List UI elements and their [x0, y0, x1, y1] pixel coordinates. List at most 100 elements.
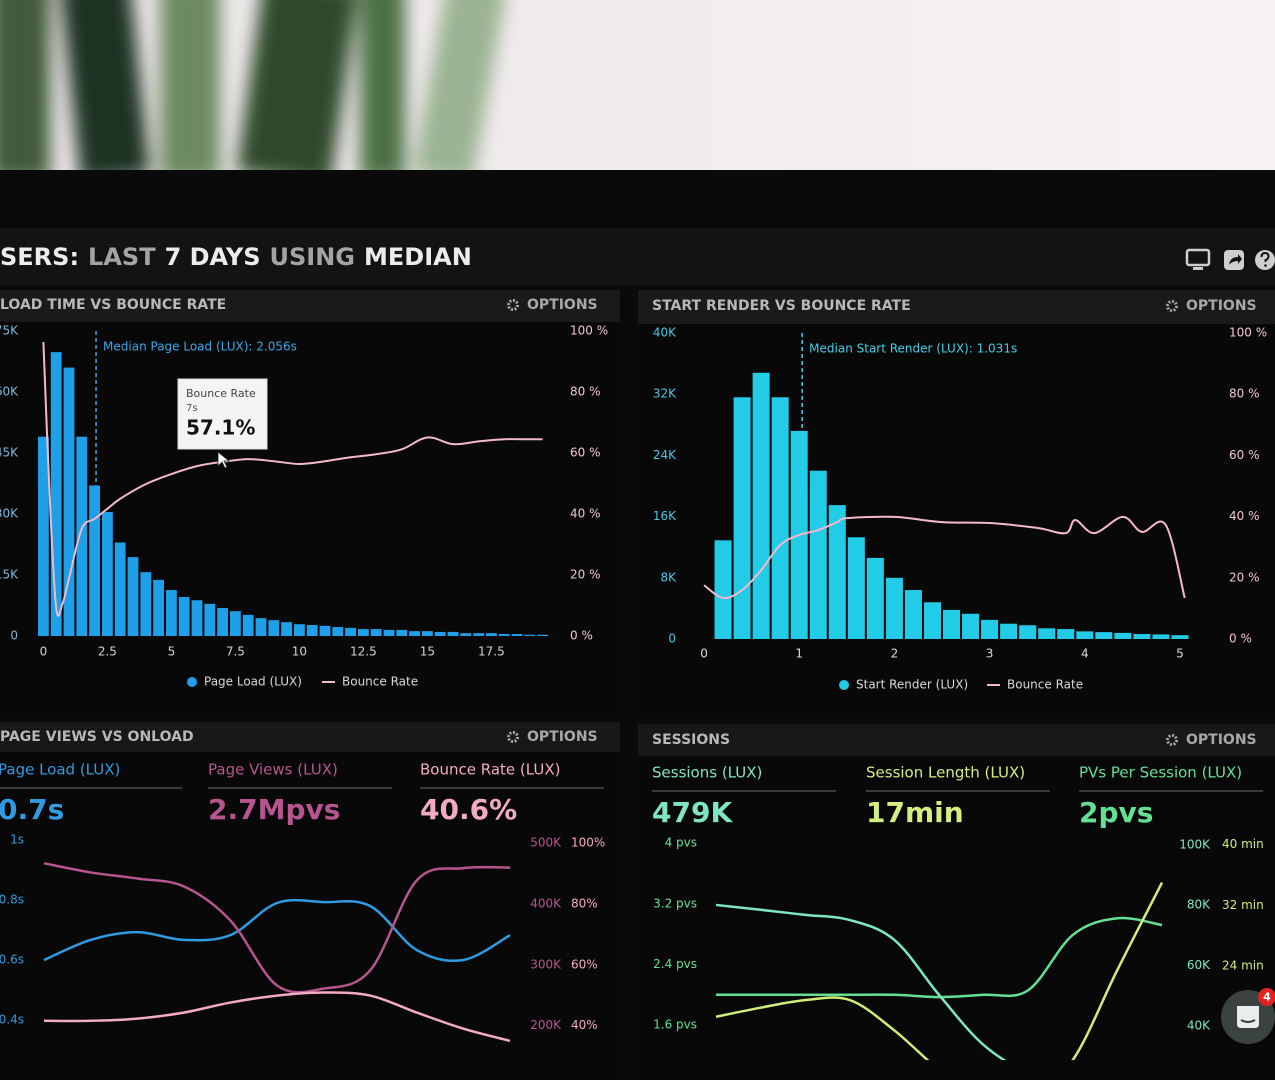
y-tick-label: 45K — [0, 446, 19, 460]
options-button[interactable]: OPTIONS — [1186, 298, 1257, 314]
histogram-bar — [981, 619, 999, 639]
histogram-bar — [319, 625, 331, 636]
stat-value: 17min — [866, 796, 964, 829]
options-gear — [507, 731, 519, 743]
histogram-bar — [358, 629, 369, 636]
stat-label: PVs Per Session (LUX) — [1079, 764, 1242, 782]
y-tick-label: 60K — [0, 385, 19, 399]
chat-badge — [1258, 988, 1275, 1006]
y3-tick-label: 32 min — [1222, 898, 1264, 912]
y2-tick-label: 80K — [1187, 898, 1211, 912]
chat-icon-smile — [1240, 1019, 1256, 1023]
y-tick-label: 16K — [653, 509, 677, 523]
y2-tick-label: 100 % — [1229, 326, 1267, 340]
legend-label: Page Load (LUX) — [204, 675, 302, 689]
legend-marker — [187, 677, 197, 687]
options-gear — [1166, 300, 1178, 312]
histogram-bar — [1171, 635, 1189, 639]
panel-title: START RENDER VS BOUNCE RATE — [652, 298, 911, 314]
x-tick-label: 0 — [40, 645, 48, 659]
histogram-bar — [153, 579, 164, 636]
title-segment: LAST — [88, 243, 156, 271]
panel — [638, 724, 1275, 1080]
x-tick-label: 17.5 — [478, 645, 505, 659]
y3-tick-label: 24 min — [1222, 959, 1264, 973]
y2-tick-label: 200K — [530, 1018, 562, 1032]
y-tick-label: 24K — [653, 448, 677, 462]
stat-label: Page Views (LUX) — [208, 761, 338, 779]
options-button[interactable]: OPTIONS — [527, 729, 598, 745]
legend-marker — [839, 680, 849, 690]
stat-label: Bounce Rate (LUX) — [420, 761, 560, 779]
histogram-bar — [752, 372, 770, 639]
x-tick-label: 4 — [1081, 647, 1089, 661]
histogram-bar — [1114, 632, 1132, 639]
y-tick-label: 0.6s — [0, 953, 24, 967]
y2-tick-label: 100K — [1179, 837, 1211, 851]
legend-label: Bounce Rate — [1007, 678, 1083, 692]
x-tick-label: 5 — [168, 645, 176, 659]
tooltip-value: 57.1% — [186, 416, 255, 440]
monitor-icon[interactable] — [1185, 248, 1211, 267]
histogram-bar — [1038, 628, 1056, 639]
stat-value: 2pvs — [1079, 796, 1153, 829]
y2-tick-label: 80 % — [1229, 387, 1260, 401]
histogram-bar — [1057, 629, 1075, 639]
stat-value: 2.7Mpvs — [208, 793, 340, 826]
x-tick-label: 1 — [795, 647, 803, 661]
series-line — [703, 515, 1186, 600]
y-tick-label: 40K — [653, 326, 677, 340]
y2-tick-label: 60K — [1187, 958, 1211, 972]
stat-value: 0.7s — [0, 793, 64, 826]
y2-tick-label: 40 % — [1229, 509, 1260, 523]
histogram-bar — [809, 470, 827, 639]
histogram-bar — [771, 397, 789, 639]
histogram-bar — [447, 631, 459, 636]
histogram-bar — [511, 633, 523, 636]
options-button[interactable]: OPTIONS — [527, 297, 598, 313]
x-tick-label: 10 — [292, 645, 307, 659]
histogram-bar — [904, 590, 922, 639]
options-button[interactable]: OPTIONS — [1186, 732, 1257, 748]
x-tick-label: 2 — [891, 647, 899, 661]
histogram-bar — [102, 511, 113, 636]
x-tick-label: 0 — [700, 647, 708, 661]
chat-widget[interactable]: 4 — [1221, 988, 1275, 1044]
y-tick-label: 75K — [0, 324, 19, 338]
y-tick-label: 1.6 pvs — [653, 1018, 697, 1032]
charts: LOAD TIME VS BOUNCE RATEOPTIONS015K30K45… — [0, 297, 1267, 1060]
histogram-bar — [217, 607, 228, 636]
title-segment: MEDIAN — [364, 243, 472, 271]
histogram-bar — [486, 633, 497, 636]
y2-tick-label: 100 % — [570, 324, 608, 338]
panel — [0, 290, 620, 710]
histogram-bar — [409, 631, 420, 636]
series-line — [715, 882, 1164, 1060]
y-tick-label: 0.8s — [0, 893, 24, 907]
cursor — [217, 451, 231, 469]
series-line — [715, 903, 1007, 1060]
y-tick-label: 8K — [660, 570, 677, 584]
y-tick-label: 0.4s — [0, 1013, 24, 1027]
y2-tick-label: 500K — [530, 836, 562, 850]
stat-value: 40.6% — [420, 793, 517, 826]
x-tick-label: 2.5 — [98, 645, 117, 659]
histogram-bar — [383, 629, 395, 636]
y2-tick-label: 80 % — [570, 385, 601, 399]
histogram-bar — [204, 603, 216, 636]
monitor-stand — [1193, 267, 1203, 270]
histogram-bar — [178, 596, 190, 636]
x-tick-label: 3 — [986, 647, 994, 661]
histogram-bar — [962, 613, 980, 639]
histogram-bar — [370, 629, 382, 636]
stat-label: Session Length (LUX) — [866, 764, 1025, 782]
histogram-bar — [332, 627, 344, 636]
panel-title: SESSIONS — [652, 732, 730, 748]
toolbar-icons — [1185, 248, 1275, 270]
title-segment: SERS: — [0, 243, 79, 271]
share-arrow — [1229, 254, 1242, 265]
histogram-bar — [294, 624, 305, 636]
y2-tick-label: 300K — [530, 957, 562, 971]
x-tick-label: 15 — [420, 645, 435, 659]
